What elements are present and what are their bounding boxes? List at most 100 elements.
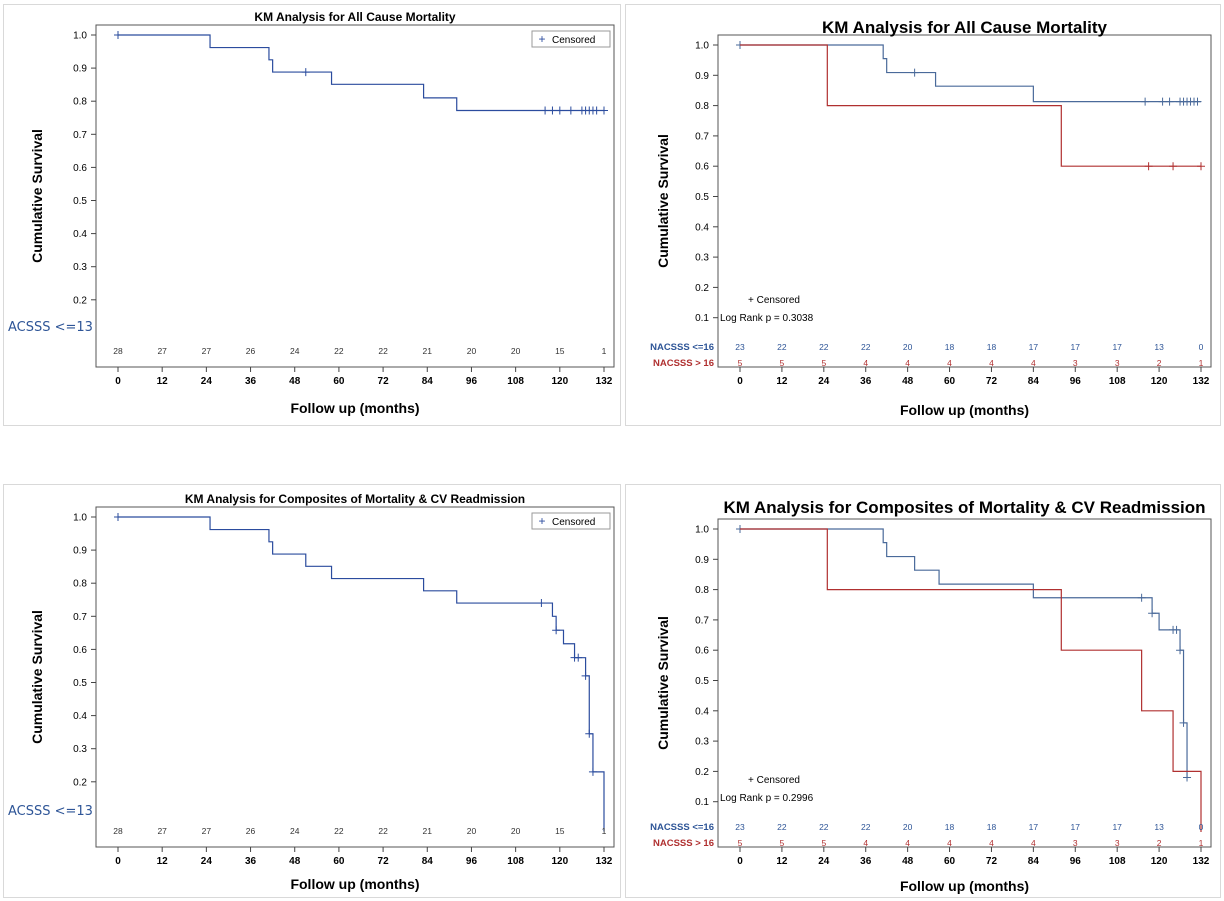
- censor-mark: [541, 106, 550, 115]
- x-tick-label: 120: [551, 856, 568, 867]
- risk-count: 4: [989, 838, 994, 848]
- x-tick-label: 120: [551, 376, 568, 387]
- x-tick-label: 24: [818, 856, 830, 867]
- risk-count: 22: [378, 346, 388, 356]
- x-tick-label: 24: [201, 856, 213, 867]
- y-tick-label: 0.6: [73, 163, 87, 174]
- chart-panel-3: KM Analysis for Composites of Mortality …: [3, 484, 621, 898]
- risk-count: 4: [1031, 358, 1036, 368]
- survival-curve-1: [740, 528, 1188, 778]
- y-axis-label: Cumulative Survival: [655, 134, 671, 268]
- y-tick-label: 0.6: [695, 646, 709, 657]
- risk-count: 24: [290, 346, 300, 356]
- survival-curve-1: [118, 34, 604, 112]
- chart-title: KM Analysis for All Cause Mortality: [254, 10, 455, 24]
- risk-count: 4: [1031, 838, 1036, 848]
- censor-mark: [1183, 773, 1192, 782]
- censor-mark: [1137, 593, 1146, 602]
- y-tick-label: 0.2: [73, 295, 87, 306]
- censor-mark: [555, 106, 564, 115]
- y-tick-label: 0.4: [695, 222, 709, 233]
- chart-panel-4: KM Analysis for Composites of Mortality …: [625, 484, 1221, 898]
- censor-mark: [1144, 162, 1153, 171]
- y-tick-label: 0.8: [73, 97, 87, 108]
- risk-count: 17: [1112, 822, 1122, 832]
- risk-count: 4: [947, 838, 952, 848]
- censor-mark: [1197, 162, 1205, 171]
- censor-mark: [1141, 97, 1150, 106]
- risk-count: 22: [819, 822, 829, 832]
- risk-count: 22: [777, 342, 787, 352]
- risk-group-label-3: ACSSS <=13: [8, 804, 93, 819]
- risk-row-name: NACSSS > 16: [653, 358, 714, 369]
- risk-count: 13: [1154, 822, 1164, 832]
- x-tick-label: 48: [289, 856, 301, 867]
- risk-count: 17: [1071, 822, 1081, 832]
- censor-mark: [548, 106, 557, 115]
- risk-count: 20: [903, 822, 913, 832]
- risk-count: 13: [1154, 342, 1164, 352]
- x-tick-label: 24: [818, 376, 830, 387]
- risk-count: 20: [903, 342, 913, 352]
- plot-frame: [95, 506, 615, 848]
- risk-count: 5: [821, 358, 826, 368]
- x-tick-label: 60: [944, 376, 956, 387]
- x-axis-label: Follow up (months): [900, 878, 1029, 894]
- logrank-stat: Log Rank p = 0.3038: [720, 313, 814, 324]
- x-tick-label: 84: [422, 856, 434, 867]
- x-tick-label: 12: [157, 376, 169, 387]
- y-tick-label: 0.2: [73, 777, 87, 788]
- risk-count: 2: [1157, 358, 1162, 368]
- risk-count: 15: [555, 826, 565, 836]
- x-axis-label: Follow up (months): [290, 876, 419, 892]
- risk-count: 1: [602, 346, 607, 356]
- censor-mark: [566, 106, 575, 115]
- risk-count: 23: [735, 822, 745, 832]
- x-tick-label: 96: [1070, 376, 1082, 387]
- x-tick-label: 72: [378, 856, 390, 867]
- risk-count: 5: [738, 838, 743, 848]
- x-tick-label: 108: [1109, 856, 1126, 867]
- risk-count: 18: [987, 822, 997, 832]
- censor-mark: [600, 106, 608, 115]
- censor-mark: [1176, 646, 1185, 655]
- y-tick-label: 0.4: [73, 229, 87, 240]
- risk-count: 5: [780, 358, 785, 368]
- risk-count: 18: [987, 342, 997, 352]
- risk-count: 17: [1029, 822, 1039, 832]
- risk-count: 18: [945, 822, 955, 832]
- risk-count: 18: [945, 342, 955, 352]
- y-tick-label: 0.5: [73, 196, 87, 207]
- censor-mark: [1165, 97, 1174, 106]
- x-tick-label: 132: [596, 376, 613, 387]
- x-tick-label: 72: [986, 856, 998, 867]
- chart-panel-1: KM Analysis for All Cause Mortality 1.0 0.…: [3, 4, 621, 426]
- censor-mark: [114, 31, 122, 39]
- risk-row-name: NACSSS <=16: [650, 822, 714, 833]
- censor-mark: [1179, 718, 1188, 727]
- y-tick-label: 1.0: [695, 525, 709, 536]
- y-tick-label: 1.0: [695, 41, 709, 52]
- x-tick-label: 36: [860, 376, 872, 387]
- risk-count: 28: [113, 826, 123, 836]
- risk-count: 1: [602, 826, 607, 836]
- x-tick-label: 36: [245, 856, 257, 867]
- x-tick-label: 0: [737, 856, 743, 867]
- censor-mark: [1193, 97, 1202, 106]
- censor-mark: [574, 653, 583, 662]
- censor-mark: [301, 68, 310, 77]
- chart-svg-4: KM Analysis for Composites of Mortality …: [650, 498, 1212, 894]
- legend-text: + Censored: [748, 295, 800, 306]
- censor-mark: [585, 729, 594, 738]
- risk-count: 17: [1029, 342, 1039, 352]
- y-axis-label: Cumulative Survival: [655, 616, 671, 750]
- y-tick-label: 0.4: [695, 706, 709, 717]
- y-tick-label: 0.5: [73, 678, 87, 689]
- x-tick-label: 120: [1151, 376, 1168, 387]
- risk-count: 20: [511, 826, 521, 836]
- y-tick-label: 1.0: [73, 513, 87, 524]
- risk-count: 27: [157, 346, 167, 356]
- risk-count: 1: [1199, 838, 1204, 848]
- survival-curve-2: [740, 44, 1201, 167]
- x-axis-label: Follow up (months): [900, 402, 1029, 418]
